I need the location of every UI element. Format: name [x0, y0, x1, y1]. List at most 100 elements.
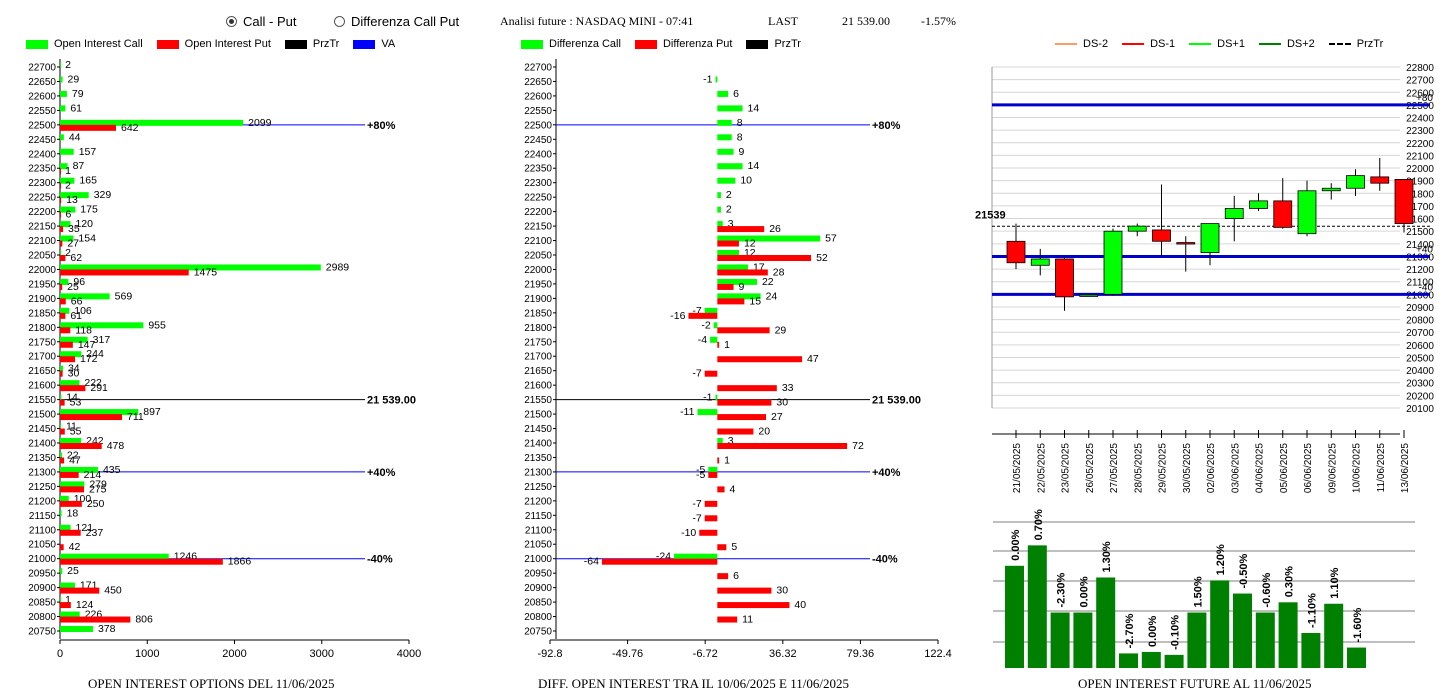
call-data-label: 955	[148, 319, 166, 331]
strike-label: 21950	[28, 279, 56, 290]
strike-label: 21250	[524, 482, 552, 493]
call-data-label: 6	[733, 88, 739, 100]
call-bar	[715, 76, 718, 83]
strike-label: 21650	[524, 366, 552, 377]
call-data-label: 1	[65, 594, 71, 606]
put-data-label: 118	[75, 324, 92, 336]
strike-label: 20950	[524, 569, 552, 580]
legend-ds-p2-label: DS+2	[1286, 38, 1315, 50]
candle-body	[1006, 240, 1026, 264]
call-data-label: -1	[703, 73, 712, 85]
put-data-label: -5	[696, 469, 705, 481]
call-data-label: 106	[74, 305, 92, 317]
put-data-label: 275	[89, 483, 107, 495]
strike-label: 21200	[28, 496, 56, 507]
put-bar	[60, 544, 64, 551]
call-bar	[60, 466, 98, 473]
caption-mid: DIFF. OPEN INTEREST TRA IL 10/06/2025 E …	[538, 676, 849, 691]
legend-ds-p1: DS+1	[1189, 38, 1245, 50]
x-tick-label: 36.32	[769, 648, 797, 660]
put-bar	[717, 544, 727, 551]
radio-call-put[interactable]: Call - Put	[226, 14, 296, 29]
y-tick-label: 21500	[1406, 227, 1434, 238]
strike-label: 21500	[28, 410, 56, 421]
put-data-label: 47	[807, 353, 819, 365]
call-bar	[60, 192, 89, 199]
strike-label: 21950	[524, 279, 552, 290]
strike-label: 21100	[29, 525, 57, 536]
call-data-label: 18	[67, 507, 79, 519]
put-data-label: 33	[782, 382, 794, 394]
va-label: +40%	[872, 467, 901, 479]
oi-bar-label: 0.00%	[1010, 529, 1022, 560]
y-tick-label: 21100	[1406, 278, 1434, 289]
put-data-label: 124	[76, 599, 94, 611]
put-bar	[699, 529, 718, 536]
x-tick-label: 11/06/2025	[1376, 443, 1387, 493]
strike-label: 20750	[524, 627, 552, 638]
call-bar	[60, 264, 321, 271]
y-tick-label: 22800	[1406, 63, 1434, 74]
put-data-label: -64	[584, 556, 599, 568]
put-data-label: 11	[742, 614, 753, 626]
strike-label: 21700	[524, 352, 552, 363]
radio-selected-icon[interactable]	[226, 16, 237, 27]
candle-body	[1030, 258, 1050, 266]
y-tick-label: 20500	[1406, 353, 1434, 364]
legend-ds-m2-label: DS-2	[1083, 38, 1109, 50]
strike-label: 21750	[28, 337, 56, 348]
call-data-label: 8	[737, 131, 743, 143]
legend-mid-prztr-label: PrzTr	[774, 38, 801, 50]
strike-label: 22350	[524, 164, 552, 175]
strike-label: 20750	[28, 627, 56, 638]
y-tick-label: 22000	[1406, 164, 1434, 175]
put-bar	[60, 428, 65, 435]
call-data-label: 25	[67, 565, 79, 577]
strike-label: 22700	[524, 63, 552, 74]
put-data-label: 237	[86, 527, 104, 539]
put-data-label: 30	[776, 585, 788, 597]
strike-label: 20900	[28, 583, 56, 594]
call-bar	[60, 510, 62, 517]
strike-label: 20850	[524, 598, 552, 609]
put-data-label: 15	[749, 295, 761, 307]
y-tick-label: 22300	[1406, 126, 1434, 137]
candle-body	[1346, 175, 1365, 189]
call-bar	[60, 524, 71, 531]
put-bar	[704, 500, 718, 507]
put-bar	[717, 283, 734, 290]
strike-label: 21500	[524, 410, 552, 421]
radio-unselected-icon[interactable]	[334, 16, 345, 27]
strike-label: 21400	[524, 439, 552, 450]
call-bar	[710, 336, 718, 343]
oi-bar	[1301, 632, 1321, 668]
put-data-label: 450	[104, 585, 122, 597]
candle-body	[1370, 176, 1390, 184]
strike-label: 22050	[524, 251, 552, 262]
put-bar	[60, 486, 84, 493]
call-data-label: 2	[65, 247, 71, 259]
put-bar	[717, 298, 745, 305]
put-data-label: 1475	[194, 266, 218, 278]
legend-diff-call-label: Differenza Call	[549, 38, 621, 50]
call-data-label: 8	[737, 117, 743, 129]
oi-bar-label: 0.30%	[1284, 566, 1296, 597]
oi-bar	[1119, 653, 1138, 668]
call-bar	[60, 582, 75, 589]
oi-bar	[1278, 602, 1298, 668]
radio-differenza[interactable]: Differenza Call Put	[334, 14, 459, 29]
call-bar	[713, 322, 718, 329]
oi-bar-label: 0.00%	[1078, 576, 1090, 607]
legend-right-prztr-label: PrzTr	[1356, 38, 1384, 50]
put-data-label: 40	[794, 599, 806, 611]
oi-bar	[1233, 593, 1252, 668]
put-bar	[601, 558, 718, 565]
call-bar	[60, 235, 74, 242]
put-data-label: 1	[724, 454, 730, 466]
call-data-label: 3	[728, 218, 734, 230]
strike-label: 21100	[525, 525, 553, 536]
call-data-label: 2	[726, 189, 732, 201]
candle-body	[1152, 229, 1171, 242]
strike-label: 21650	[28, 366, 56, 377]
put-data-label: 2	[65, 180, 71, 192]
